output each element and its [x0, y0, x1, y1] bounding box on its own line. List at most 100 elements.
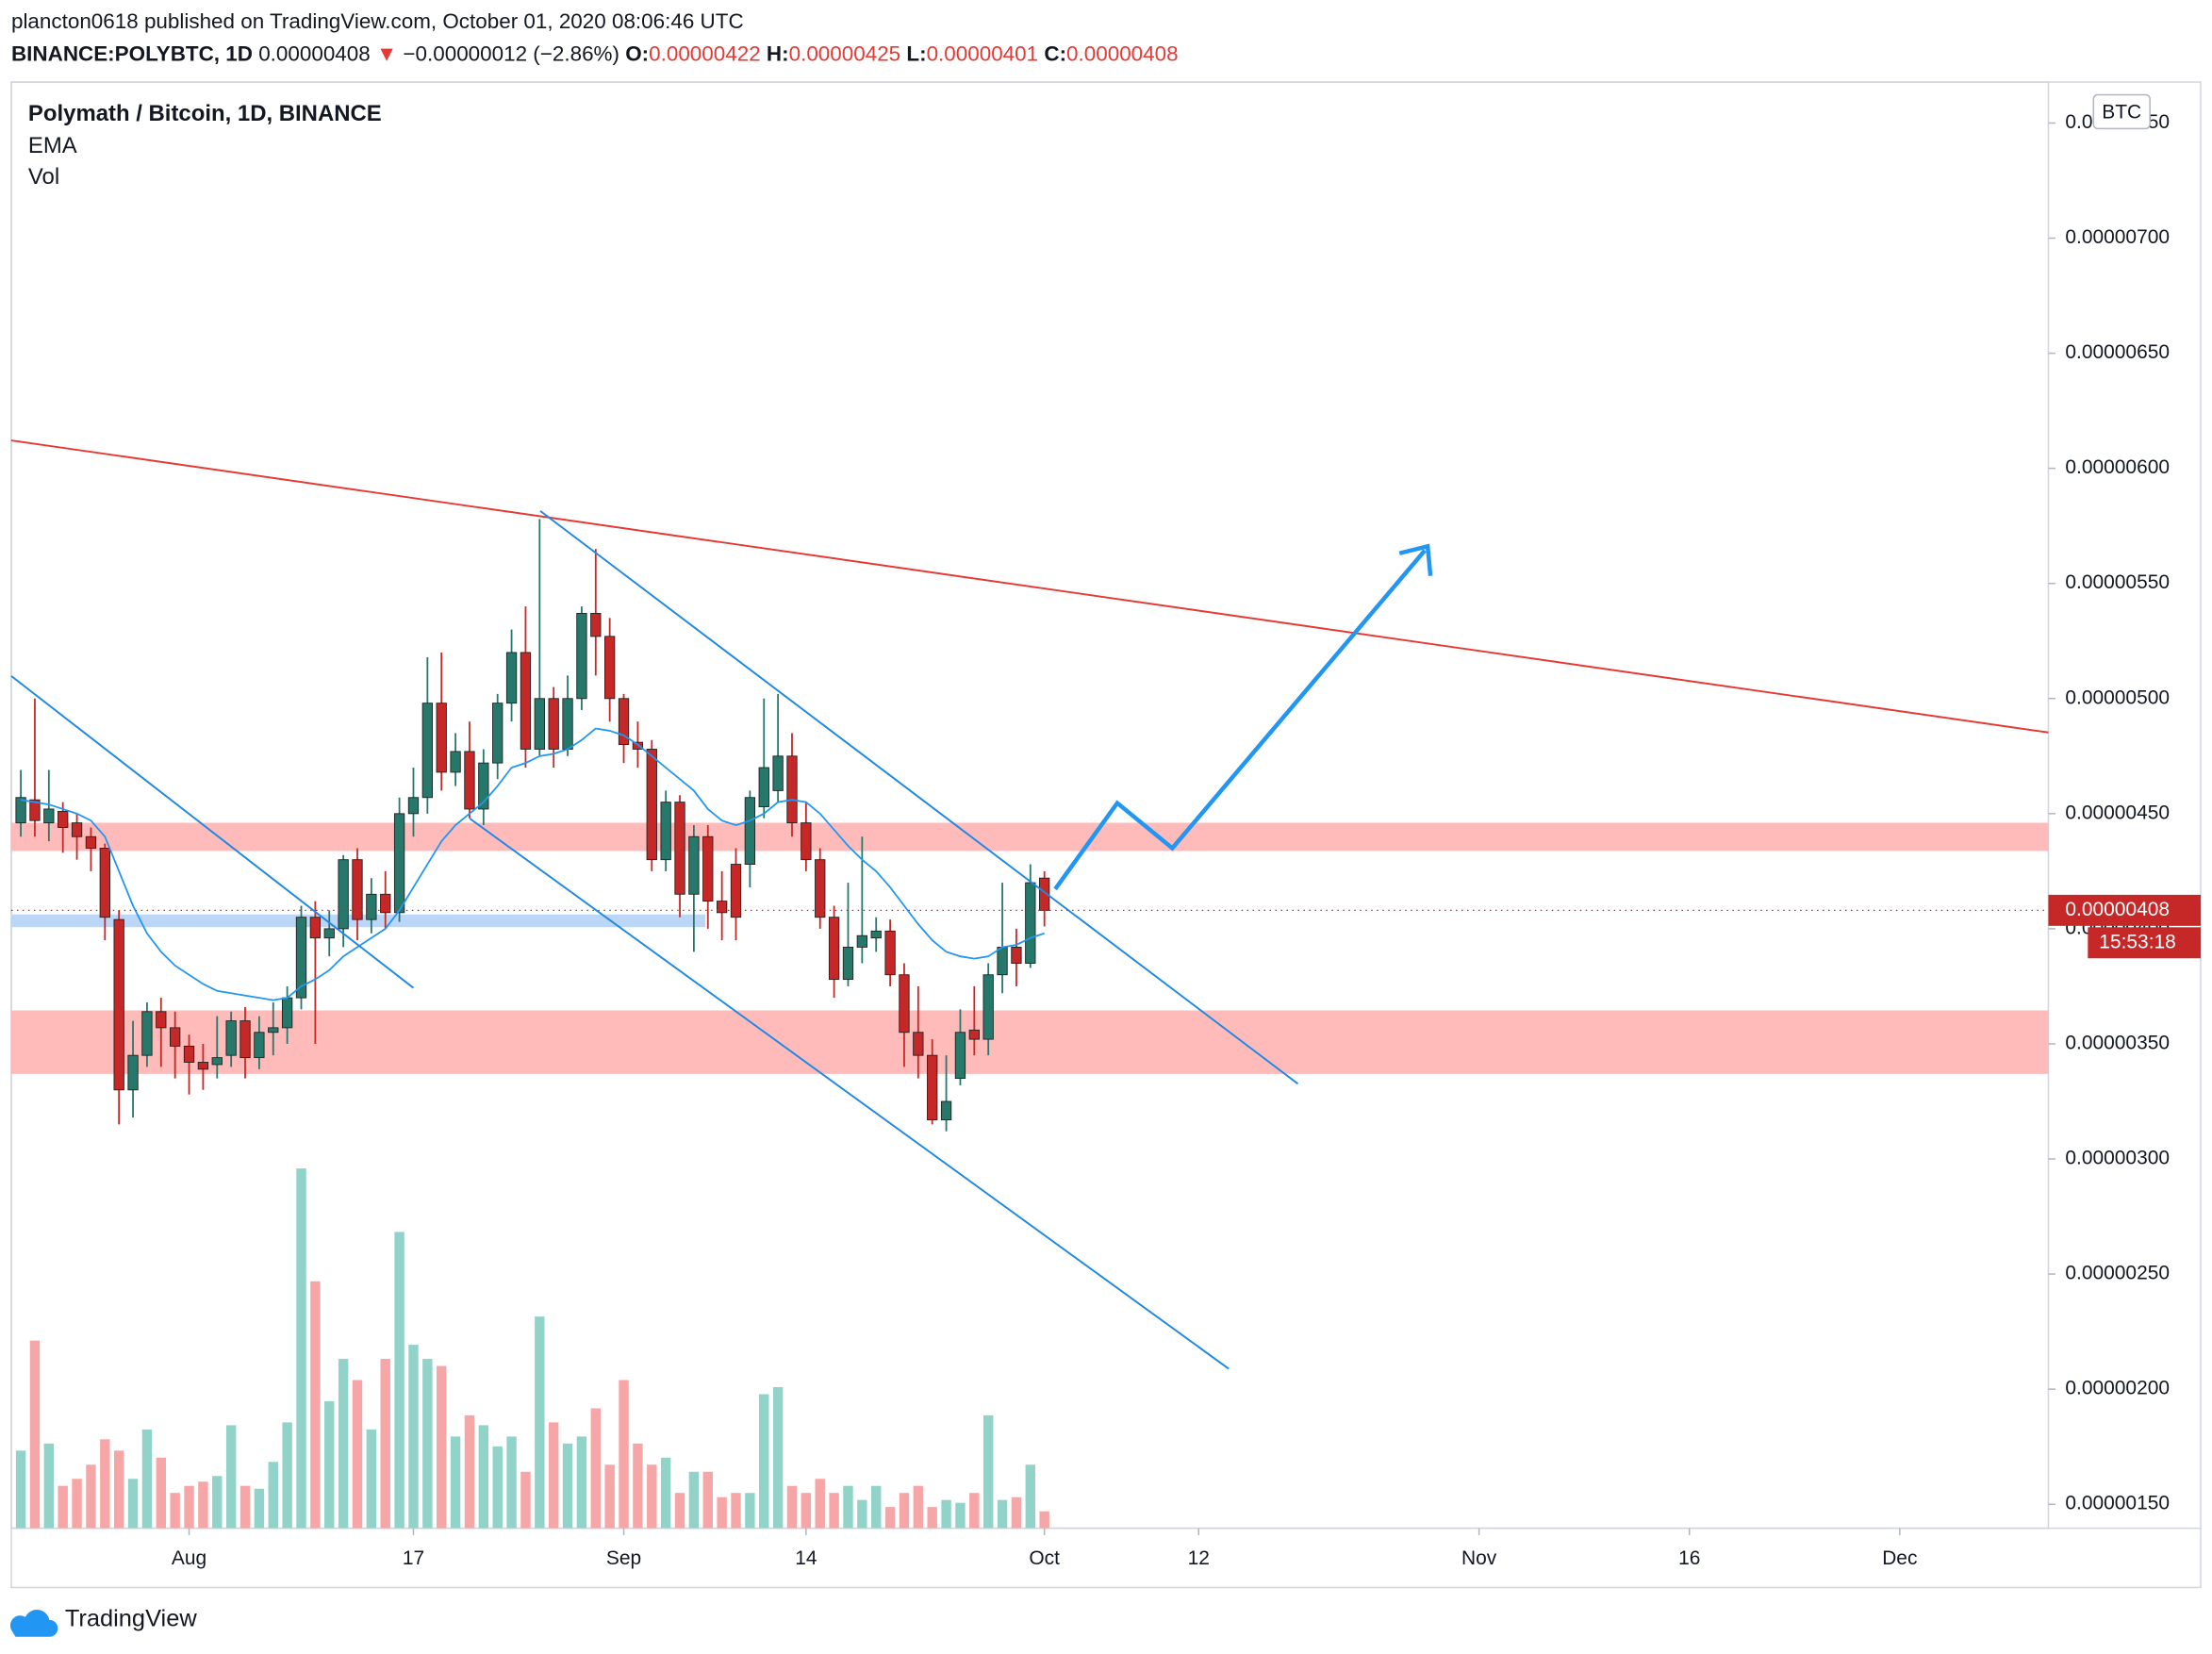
- arrow-head: [1398, 543, 1433, 576]
- volume-bar: [759, 1394, 769, 1529]
- volume-bar: [520, 1471, 531, 1529]
- candle-body: [170, 1027, 181, 1047]
- candle-body: [590, 613, 602, 637]
- candle-body: [464, 751, 475, 810]
- candle-body: [113, 918, 124, 1091]
- candle-body: [225, 1020, 237, 1056]
- candle-body: [211, 1057, 223, 1066]
- brand: TradingView: [65, 1606, 198, 1632]
- candle-body: [576, 613, 587, 700]
- candle-body: [534, 698, 545, 750]
- volume-bar: [198, 1481, 208, 1529]
- volume-bar: [535, 1316, 545, 1529]
- price-tag-box: [2048, 894, 2202, 926]
- volume-bar: [590, 1408, 602, 1529]
- ema-line: [20, 727, 1045, 1001]
- candle-body: [393, 813, 405, 914]
- x-tick-label: 12: [1188, 1547, 1210, 1569]
- candle-body: [702, 835, 714, 902]
- volume-bar: [941, 1499, 951, 1529]
- red-trend-line: [10, 439, 2049, 734]
- candle-body: [815, 859, 826, 918]
- support-zone: [10, 1010, 2049, 1074]
- candle-body: [1011, 946, 1022, 964]
- volume-bar: [633, 1443, 643, 1529]
- candle-body: [730, 864, 742, 918]
- volume-bar: [772, 1386, 784, 1529]
- volume-bar: [913, 1485, 924, 1529]
- volume-bar: [268, 1462, 278, 1529]
- volume-bar: [576, 1436, 587, 1529]
- currency: BTC: [2102, 101, 2141, 123]
- candle-body: [380, 893, 391, 914]
- candle-body: [954, 1032, 966, 1080]
- volume-bar: [731, 1493, 741, 1529]
- candle-body: [520, 652, 532, 750]
- volume-bar: [786, 1485, 798, 1529]
- volume-bar: [506, 1436, 517, 1529]
- volume-bar: [380, 1359, 390, 1529]
- y-tick-label: 0.00000150: [2065, 1493, 2170, 1514]
- open-value: 0.00000422: [649, 42, 761, 66]
- y-tick-label: 0.00000700: [2065, 226, 2170, 248]
- drawings: [10, 822, 2049, 1074]
- candle-body: [744, 797, 756, 865]
- volume-bar: [492, 1446, 503, 1529]
- symbol: BINANCE:POLYBTC, 1D: [11, 42, 253, 66]
- candle-body: [309, 917, 322, 939]
- symbol-line: BINANCE:POLYBTC, 1D 0.00000408 ▼ −0.0000…: [11, 42, 1179, 66]
- x-tick-label: Dec: [1882, 1547, 1917, 1569]
- trend-lines: [10, 439, 2049, 1370]
- candle-body: [268, 1027, 279, 1034]
- x-tick-label: Aug: [172, 1547, 206, 1569]
- volume-bar: [815, 1479, 825, 1529]
- volume-bar: [296, 1168, 306, 1529]
- volume-bar: [1011, 1497, 1022, 1529]
- legend-vol: Vol: [28, 164, 59, 190]
- volume-bar: [86, 1464, 96, 1529]
- open-label: O:: [625, 42, 649, 66]
- y-tick-label: 0.00000600: [2065, 456, 2170, 478]
- change-arrow: ▼: [376, 42, 397, 66]
- volume-bar: [829, 1493, 839, 1529]
- low-label: L:: [906, 42, 926, 66]
- candle-body: [43, 808, 55, 824]
- candle-body: [99, 848, 110, 918]
- candle-body: [997, 946, 1008, 976]
- candle-body: [562, 698, 573, 750]
- volume-bar: [15, 1450, 26, 1529]
- x-tick-label: Oct: [1029, 1547, 1060, 1569]
- channel-top: [539, 510, 1299, 1085]
- volume-bar: [969, 1493, 980, 1529]
- volume-bar: [619, 1380, 629, 1529]
- y-tick-label: 0.00000250: [2065, 1263, 2170, 1284]
- candle-body: [856, 935, 868, 948]
- volume-bar: [72, 1479, 82, 1529]
- volume-bar: [548, 1422, 559, 1529]
- candle-body: [913, 1032, 924, 1056]
- volume-bar: [450, 1436, 461, 1529]
- volume-bar: [927, 1507, 937, 1529]
- currency-box: [2092, 93, 2151, 130]
- candle-body: [688, 835, 700, 895]
- high-value: 0.00000425: [789, 42, 901, 66]
- candle-body: [884, 930, 896, 976]
- resistance-zone: [10, 822, 2049, 852]
- volume-bar: [688, 1471, 700, 1529]
- volume-bar: [141, 1429, 153, 1529]
- candle-body: [323, 928, 335, 939]
- candle-body: [295, 917, 307, 999]
- volume-bar: [225, 1425, 237, 1529]
- price-tag: 0.00000408: [2065, 899, 2170, 920]
- projection-arrow: [1053, 549, 1427, 891]
- candle-body: [660, 802, 671, 861]
- candle-body: [254, 1032, 265, 1059]
- x-tick-label: Nov: [1461, 1547, 1497, 1569]
- volume-bar: [338, 1359, 349, 1529]
- candle-body: [801, 822, 812, 861]
- candle-body: [141, 1011, 153, 1056]
- candle-body: [758, 767, 769, 807]
- change: −0.00000012 (−2.86%): [403, 42, 619, 66]
- volume-bar: [478, 1425, 489, 1529]
- x-tick-label: Sep: [606, 1547, 641, 1569]
